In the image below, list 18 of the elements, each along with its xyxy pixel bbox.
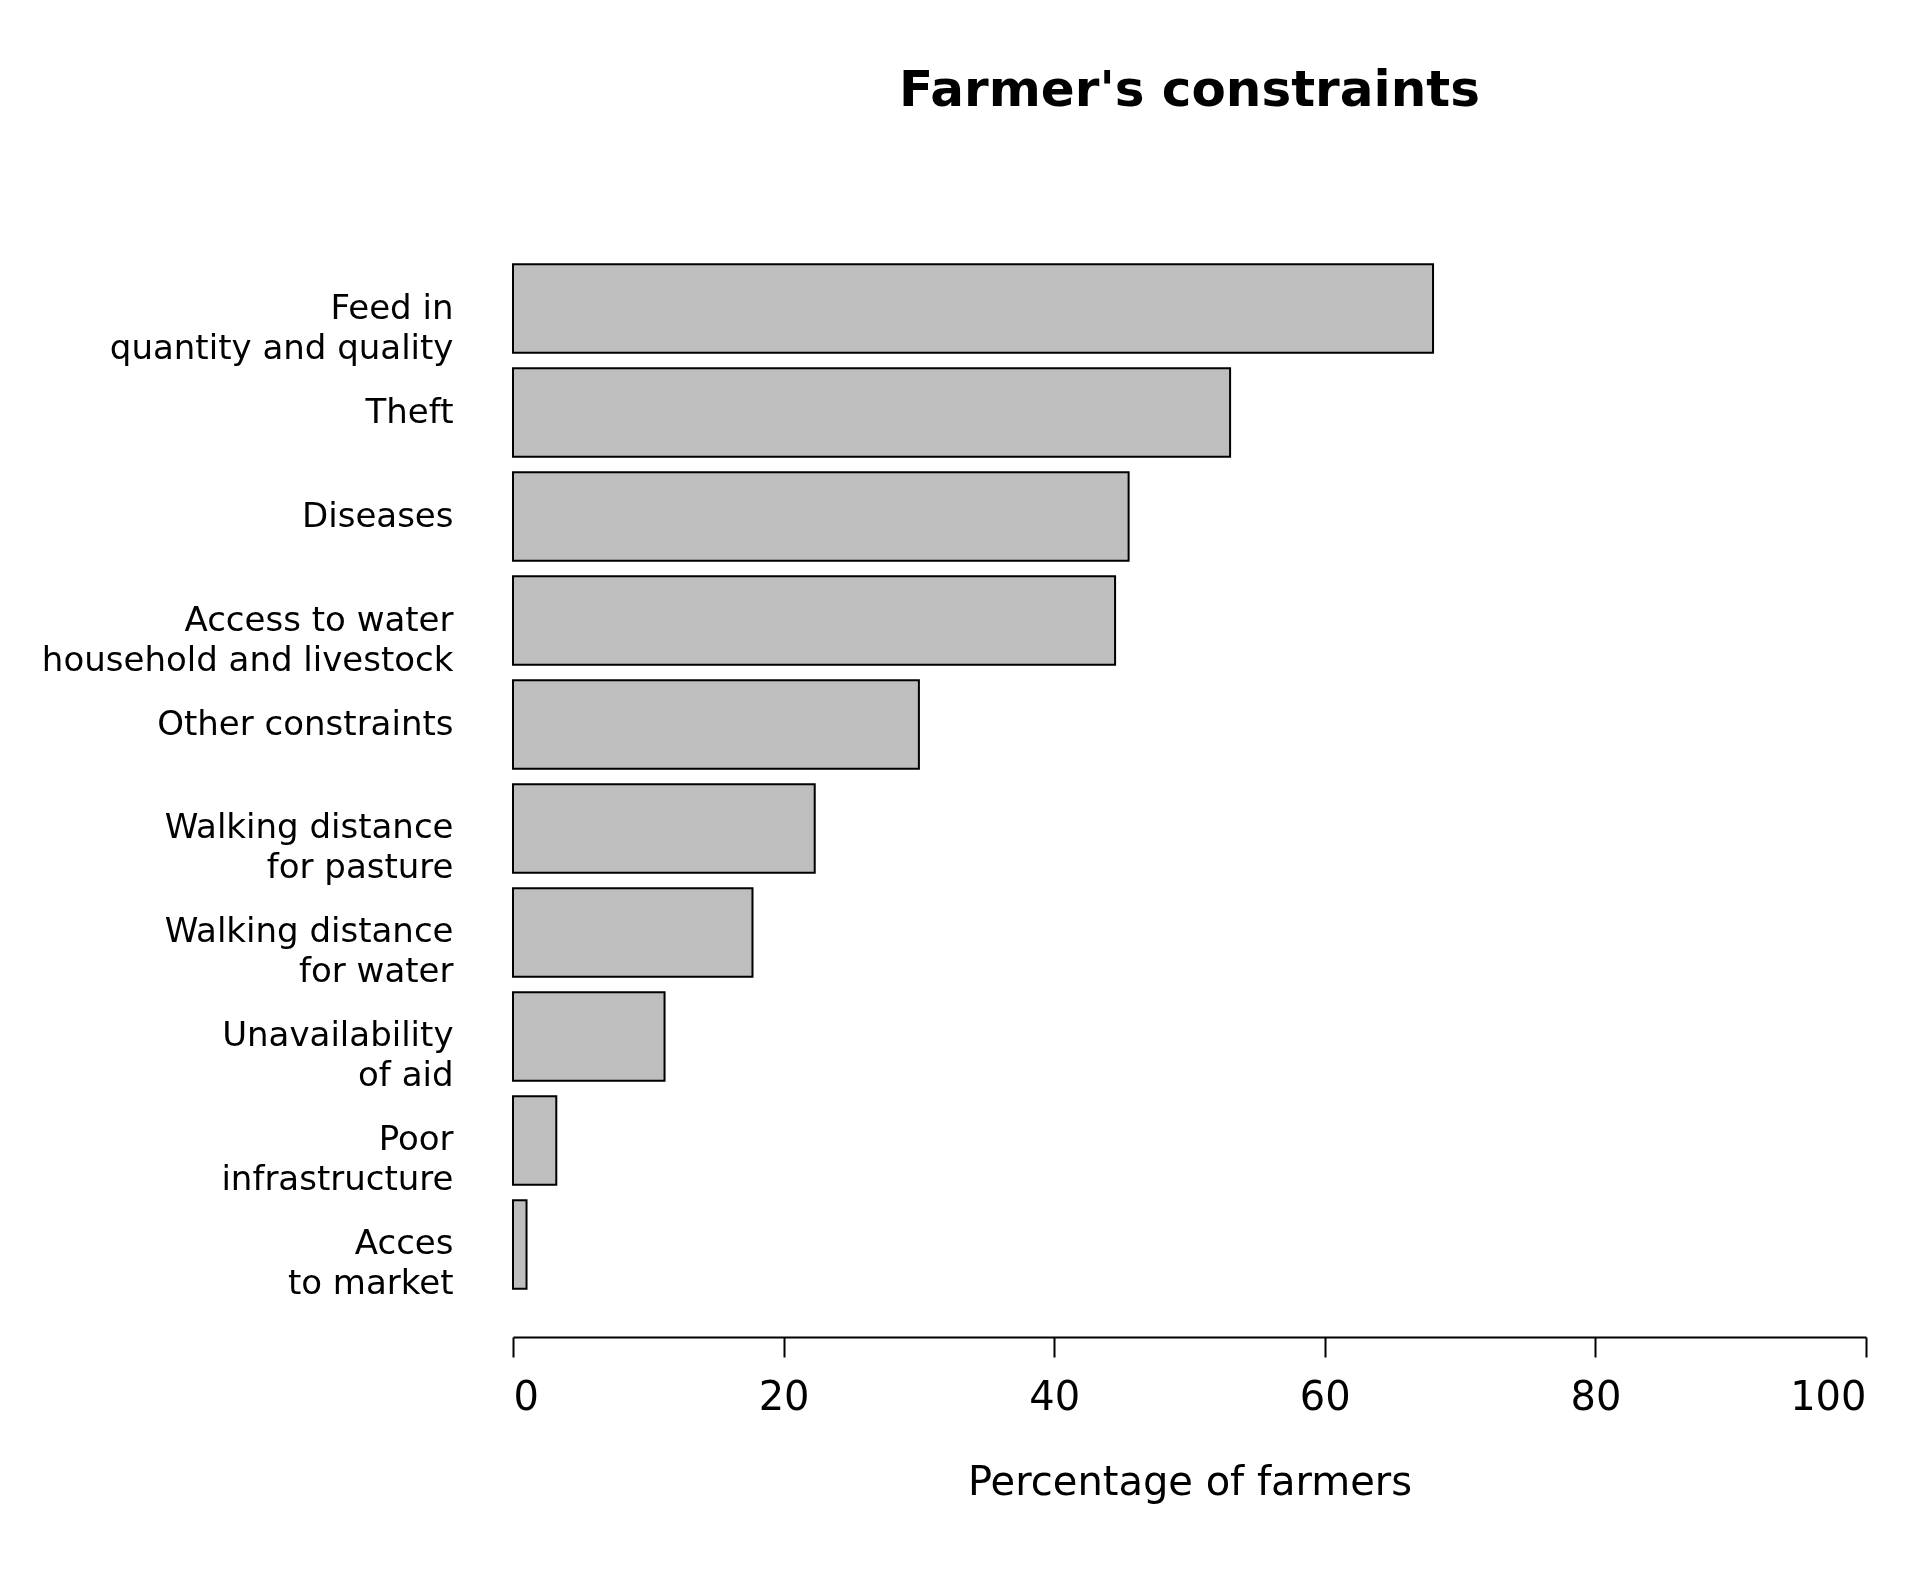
y-tick-label: Diseases (302, 494, 454, 535)
x-tick-label: 40 (1029, 1372, 1081, 1419)
y-tick-label: Poor infrastructure (221, 1118, 454, 1199)
x-axis-title: Percentage of farmers (967, 1457, 1413, 1504)
y-tick-label: Feed in quantity and quality (109, 286, 454, 367)
y-tick-label: Access to water household and livestock (41, 598, 454, 679)
x-tick-label: 60 (1299, 1372, 1351, 1419)
y-tick-label: Acces to market (287, 1222, 454, 1303)
y-tick-label: Other constraints (157, 702, 454, 743)
chart-title: Farmer's constraints (899, 60, 1480, 118)
x-tick-label: 80 (1570, 1372, 1622, 1419)
y-tick-label: Theft (364, 390, 454, 431)
y-tick-label: Walking distance for pasture (164, 806, 454, 887)
y-tick-label: Unavailability of aid (222, 1014, 454, 1095)
x-tick-label: 100 (1790, 1372, 1867, 1419)
x-tick-label: 20 (758, 1372, 810, 1419)
y-tick-label: Walking distance for water (164, 910, 454, 991)
x-tick-label: 0 (513, 1372, 539, 1419)
